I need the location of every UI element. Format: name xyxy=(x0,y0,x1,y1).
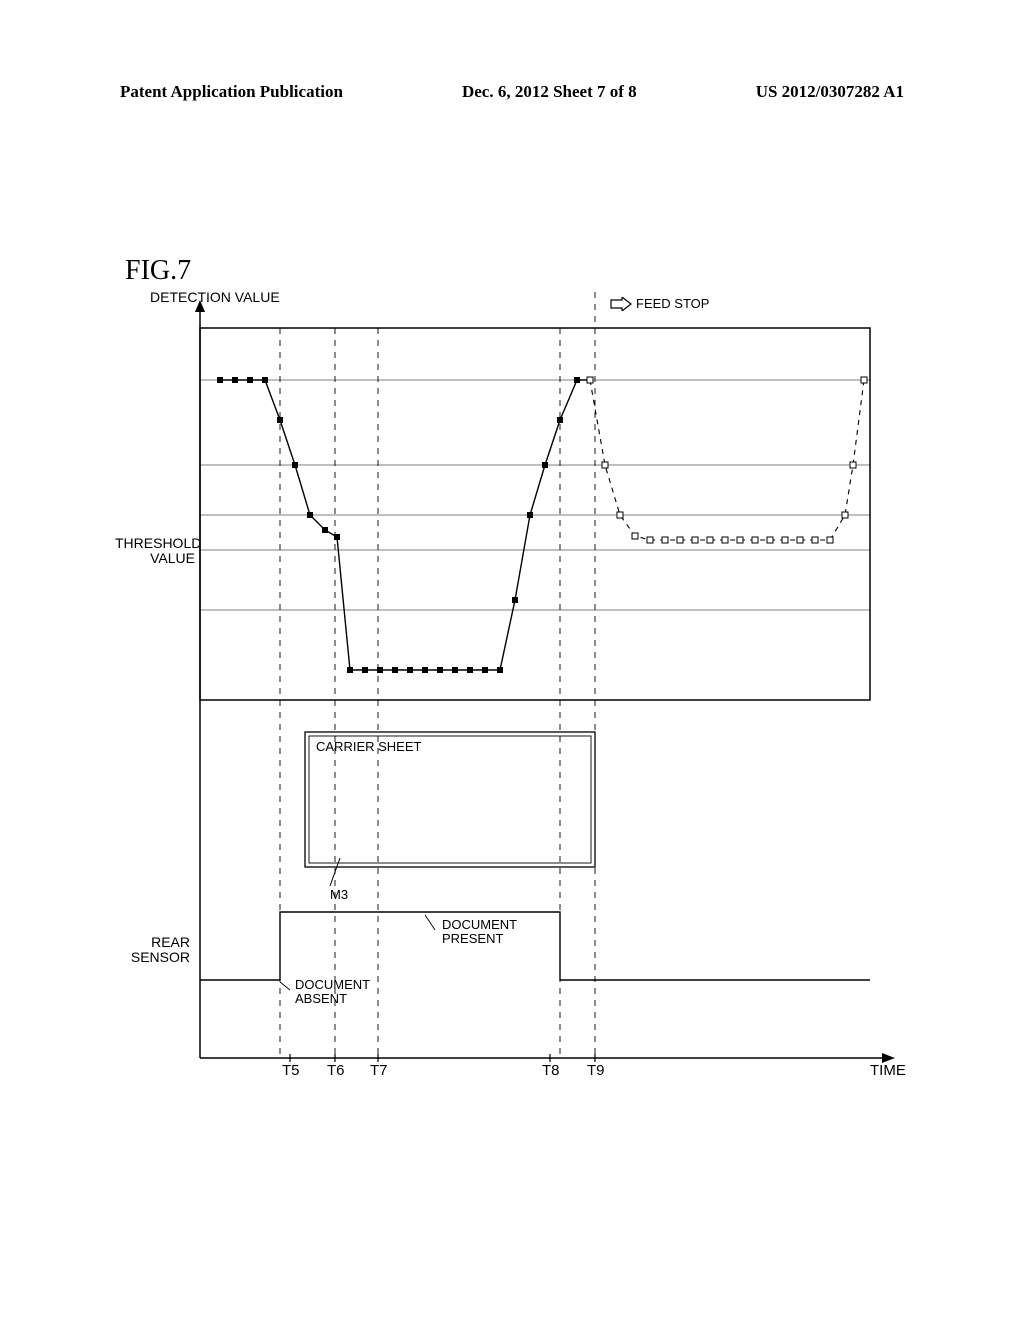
chart-container: DETECTION VALUE THRESHOLD VALUE REAR SEN… xyxy=(130,290,910,1110)
header-right: US 2012/0307282 A1 xyxy=(756,82,904,102)
header-center: Dec. 6, 2012 Sheet 7 of 8 xyxy=(462,82,637,102)
m3-label: M3 xyxy=(330,888,348,902)
document-present-label: DOCUMENT PRESENT xyxy=(442,918,517,945)
chart-svg xyxy=(130,290,910,1110)
x-tick-t8: T8 xyxy=(542,1062,560,1079)
document-absent-label: DOCUMENT ABSENT xyxy=(295,978,370,1005)
threshold-label: THRESHOLD VALUE xyxy=(115,536,195,567)
x-axis-title: TIME xyxy=(870,1062,906,1079)
header-left: Patent Application Publication xyxy=(120,82,343,102)
page-header: Patent Application Publication Dec. 6, 2… xyxy=(0,82,1024,102)
rear-sensor-label: REAR SENSOR xyxy=(130,935,190,966)
feed-stop-annotation: FEED STOP xyxy=(610,297,709,311)
x-tick-t9: T9 xyxy=(587,1062,605,1079)
arrow-right-icon xyxy=(610,297,632,311)
figure-label: FIG.7 xyxy=(125,255,191,287)
carrier-sheet-label: CARRIER SHEET xyxy=(316,740,421,754)
y-axis-title: DETECTION VALUE xyxy=(150,290,280,305)
x-tick-t6: T6 xyxy=(327,1062,345,1079)
x-tick-t5: T5 xyxy=(282,1062,300,1079)
x-tick-t7: T7 xyxy=(370,1062,388,1079)
